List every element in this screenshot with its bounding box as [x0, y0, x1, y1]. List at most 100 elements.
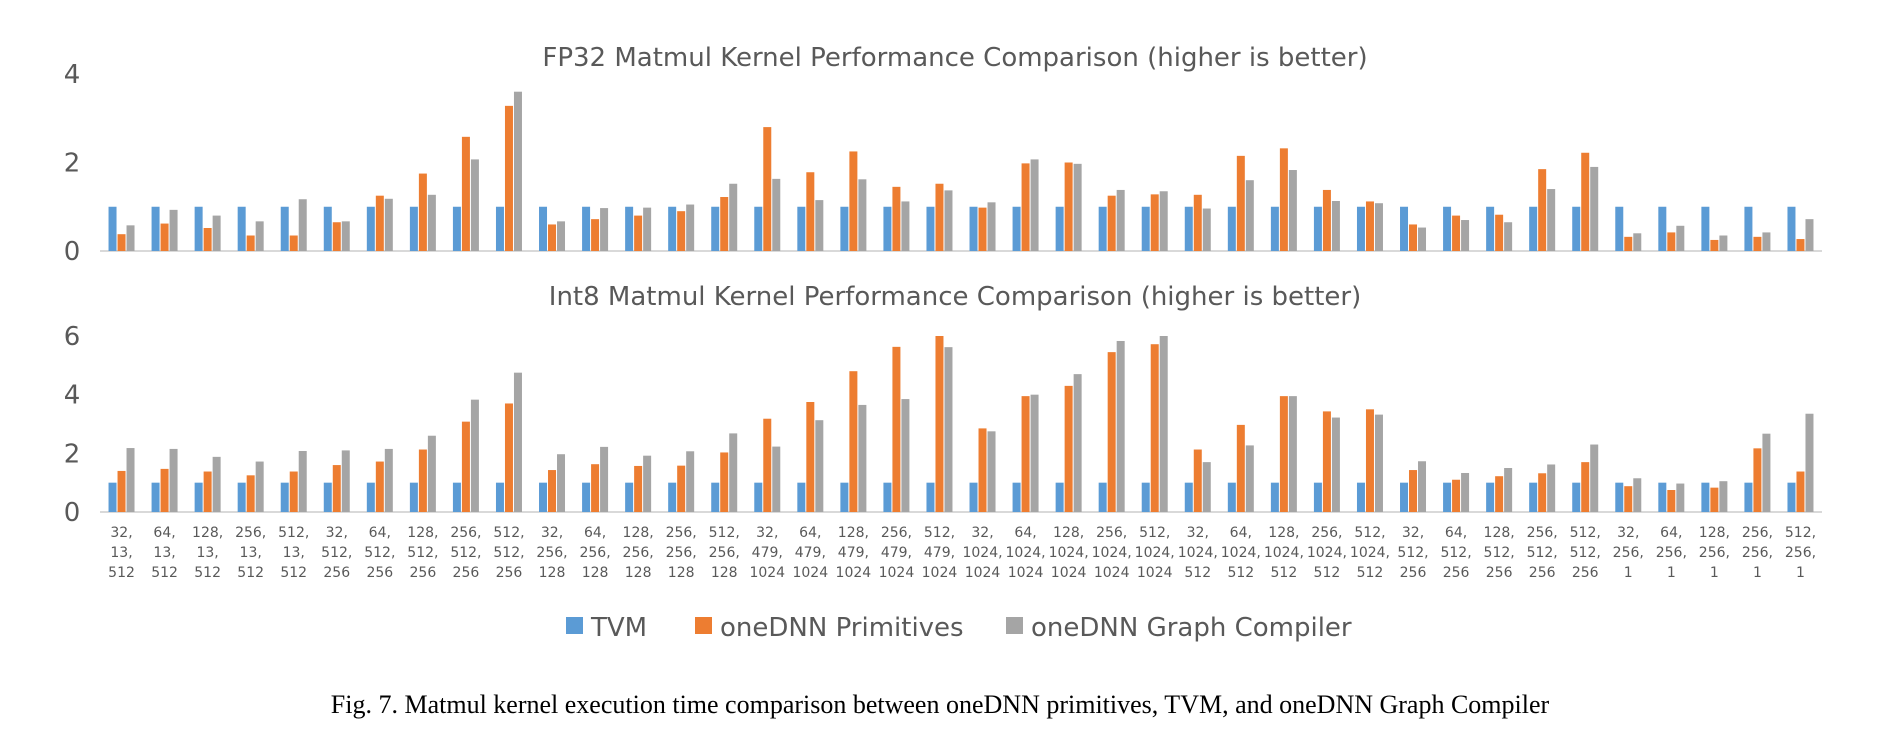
int8-bar-onednn-primitives [1409, 470, 1418, 512]
x-tick-label: 128, 512, 256 [1484, 525, 1515, 581]
int8-bar-onednn-primitives [763, 418, 772, 512]
fp32-bar-onednn-graph-compiler [1159, 191, 1168, 251]
fp32-bar-tvm [1443, 206, 1452, 251]
fp32-bar-onednn-graph-compiler [126, 225, 135, 251]
fp32-bar-tvm [1227, 206, 1236, 251]
x-tick-label: 128, 479, 1024 [836, 525, 872, 581]
fp32-bar-onednn-primitives [375, 195, 384, 251]
int8-bar-tvm [323, 482, 332, 512]
int8-bar-onednn-graph-compiler [1762, 433, 1771, 512]
int8-bar-onednn-graph-compiler [1202, 462, 1211, 512]
int8-bar-tvm [926, 482, 935, 512]
int8-bar-tvm [495, 482, 504, 512]
fp32-bar-onednn-primitives [117, 234, 126, 251]
int8-bar-onednn-graph-compiler [772, 446, 781, 512]
int8-bar-onednn-primitives [677, 465, 686, 512]
int8-bar-tvm [754, 482, 763, 512]
int8-bar-tvm [280, 482, 289, 512]
x-tick-label: 512, 13, 512 [278, 525, 309, 581]
fp32-y-tick-label: 4 [64, 60, 81, 90]
fp32-bar-onednn-graph-compiler [427, 194, 436, 251]
fp32-bar-tvm [1356, 206, 1365, 251]
int8-bar-onednn-graph-compiler [600, 446, 609, 512]
int8-bar-onednn-graph-compiler [1374, 414, 1383, 512]
int8-y-tick-label: 6 [64, 322, 81, 352]
fp32-bar-onednn-graph-compiler [643, 207, 652, 251]
fp32-bar-onednn-graph-compiler [729, 183, 738, 251]
int8-bar-tvm [1744, 482, 1753, 512]
int8-bar-onednn-graph-compiler [901, 399, 910, 512]
x-tick-label: 32, 256, 1 [1613, 525, 1644, 581]
fp32-bar-tvm [625, 206, 634, 251]
int8-bar-tvm [1055, 482, 1064, 512]
fp32-bar-onednn-primitives [763, 127, 772, 251]
int8-bar-tvm [108, 482, 117, 512]
fp32-bar-tvm [409, 206, 418, 251]
int8-bar-onednn-graph-compiler [686, 451, 695, 512]
int8-bar-onednn-graph-compiler [298, 450, 307, 512]
x-tick-label: 128, 256, 1 [1699, 525, 1730, 581]
int8-chart: 0 2 4 6 [64, 322, 1822, 528]
int8-chart-title: Int8 Matmul Kernel Performance Compariso… [549, 282, 1361, 312]
fp32-bar-onednn-primitives [289, 235, 298, 251]
fp32-bar-onednn-graph-compiler [987, 202, 996, 251]
fp32-bar-onednn-primitives [461, 136, 470, 251]
int8-bar-tvm [1356, 482, 1365, 512]
int8-bar-onednn-graph-compiler [1030, 394, 1039, 512]
int8-bar-onednn-primitives [1107, 352, 1116, 512]
x-tick-label: 512, 1024, 512 [1350, 525, 1390, 581]
x-tick-label: 256, 1024, 512 [1307, 525, 1347, 581]
int8-bar-onednn-graph-compiler [1418, 461, 1427, 512]
fp32-bar-onednn-primitives [1279, 148, 1288, 251]
int8-bar-onednn-primitives [1667, 490, 1676, 512]
int8-bar-tvm [840, 482, 849, 512]
int8-y-tick-label: 0 [64, 498, 81, 528]
fp32-bar-onednn-primitives [1538, 169, 1547, 251]
int8-bar-onednn-primitives [203, 471, 212, 512]
int8-y-tick-label: 2 [64, 439, 81, 469]
fp32-bar-onednn-primitives [332, 222, 341, 251]
fp32-bar-onednn-graph-compiler [1116, 189, 1125, 251]
int8-bar-tvm [1529, 482, 1538, 512]
fp32-bar-tvm [151, 206, 160, 251]
fp32-bar-onednn-primitives [1753, 236, 1762, 251]
fp32-bar-onednn-graph-compiler [1245, 180, 1254, 251]
int8-bar-onednn-primitives [1322, 411, 1331, 512]
int8-bar-tvm [366, 482, 375, 512]
x-tick-label: 32, 512, 256 [321, 525, 352, 581]
x-tick-label: 64, 512, 256 [1440, 525, 1471, 581]
int8-bar-onednn-primitives [1538, 473, 1547, 512]
int8-bar-tvm [151, 482, 160, 512]
fp32-bar-onednn-primitives [1322, 189, 1331, 251]
int8-bar-tvm [539, 482, 548, 512]
legend-swatch-onednn-graph-compiler [1006, 617, 1023, 634]
legend: TVM oneDNN Primitives oneDNN Graph Compi… [566, 613, 1352, 643]
fp32-bar-onednn-graph-compiler [557, 221, 566, 251]
fp32-bar-onednn-graph-compiler [1331, 201, 1340, 251]
int8-bar-onednn-graph-compiler [815, 420, 824, 512]
fp32-bar-tvm [194, 206, 203, 251]
fp32-bar-tvm [1141, 206, 1150, 251]
int8-bar-onednn-graph-compiler [384, 448, 393, 512]
x-tick-label: 128, 1024, 512 [1264, 525, 1304, 581]
int8-bar-onednn-graph-compiler [169, 448, 178, 512]
fp32-bar-tvm [840, 206, 849, 251]
legend-label-tvm: TVM [590, 613, 647, 643]
fp32-bar-tvm [1615, 206, 1624, 251]
int8-bar-onednn-primitives [1495, 476, 1504, 512]
int8-bar-onednn-graph-compiler [427, 435, 436, 512]
fp32-bar-onednn-graph-compiler [1288, 170, 1297, 251]
fp32-bar-onednn-graph-compiler [1762, 232, 1771, 251]
fp32-bar-tvm [366, 206, 375, 251]
int8-bar-onednn-primitives [1624, 486, 1633, 512]
fp32-bar-onednn-primitives [720, 197, 729, 251]
fp32-bar-tvm [1055, 206, 1064, 251]
int8-bar-onednn-primitives [978, 428, 987, 512]
x-tick-label: 32, 256, 128 [536, 525, 567, 581]
fp32-bar-onednn-graph-compiler [1676, 225, 1685, 251]
fp32-bar-tvm [1701, 206, 1710, 251]
int8-bar-onednn-primitives [1753, 448, 1762, 512]
fp32-bar-onednn-graph-compiler [513, 91, 522, 251]
int8-bar-onednn-primitives [461, 421, 470, 512]
